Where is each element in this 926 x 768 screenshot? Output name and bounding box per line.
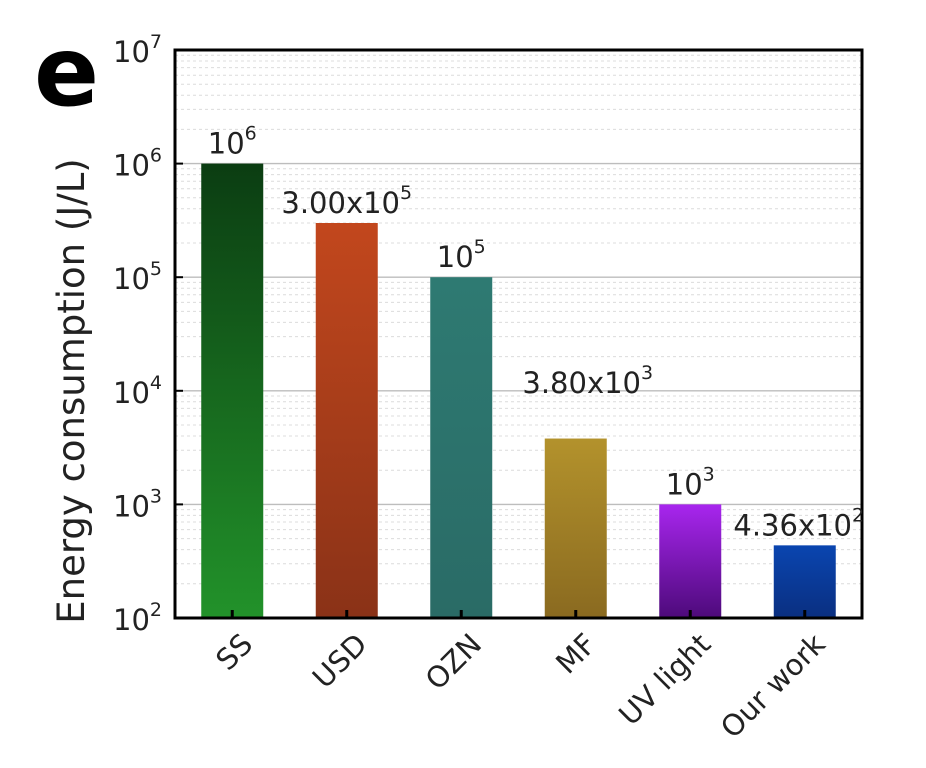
y-tick-label: 106	[113, 145, 162, 183]
data-label: 3.80x103	[522, 362, 653, 400]
data-labels: 106 3.00x105 105 3.80x103 103 4.36x102	[208, 123, 864, 543]
y-tick-label: 103	[113, 485, 162, 523]
panel-letter: e	[34, 16, 99, 128]
bar-0	[201, 163, 264, 618]
grid	[175, 54, 862, 585]
data-label: 4.36x102	[733, 504, 864, 542]
bar-4	[659, 504, 722, 618]
data-label: 3.00x105	[281, 182, 412, 220]
y-tick-label: 107	[113, 31, 162, 69]
plot-frame	[173, 48, 864, 620]
y-axis-label: Energy consumption (J/L)	[50, 158, 93, 623]
bar-3	[544, 438, 607, 618]
bars	[201, 163, 836, 618]
x-tick-label: OZN	[419, 627, 489, 697]
bar-2	[430, 277, 493, 618]
x-tick-label: Our work	[714, 627, 832, 745]
y-tick-labels: 102 103 104 105 106 107	[113, 31, 183, 637]
bar-5	[773, 545, 836, 618]
data-label: 103	[666, 463, 715, 501]
data-label: 105	[437, 236, 486, 274]
y-tick-label: 105	[113, 258, 162, 296]
data-label: 106	[208, 123, 257, 161]
y-tick-label: 104	[113, 372, 162, 410]
x-tick-label: UV light	[612, 627, 717, 732]
x-tick-label: USD	[306, 627, 374, 695]
bar-1	[315, 222, 378, 618]
x-tick-label: SS	[209, 627, 259, 677]
x-tick-label: MF	[549, 627, 603, 681]
y-tick-label: 102	[113, 599, 162, 637]
